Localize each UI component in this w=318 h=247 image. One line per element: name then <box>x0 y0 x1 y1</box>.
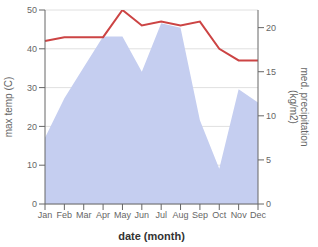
svg-text:50: 50 <box>27 5 37 15</box>
svg-text:date (month): date (month) <box>118 230 185 242</box>
svg-text:med. precipitation(kg/m2): med. precipitation(kg/m2) <box>288 68 310 147</box>
svg-text:5: 5 <box>266 155 271 165</box>
svg-text:Mar: Mar <box>76 210 92 220</box>
svg-text:0: 0 <box>266 199 271 209</box>
svg-text:Oct: Oct <box>212 210 227 220</box>
svg-text:Jul: Jul <box>155 210 167 220</box>
svg-text:Jun: Jun <box>135 210 150 220</box>
svg-text:15: 15 <box>266 67 276 77</box>
svg-text:40: 40 <box>27 44 37 54</box>
svg-text:Sep: Sep <box>192 210 208 220</box>
svg-text:20: 20 <box>27 122 37 132</box>
svg-text:Aug: Aug <box>173 210 189 220</box>
svg-text:Nov: Nov <box>231 210 248 220</box>
svg-text:0: 0 <box>32 199 37 209</box>
svg-text:Jan: Jan <box>38 210 53 220</box>
svg-text:10: 10 <box>27 160 37 170</box>
svg-text:max temp (C): max temp (C) <box>8 77 14 138</box>
svg-text:10: 10 <box>266 111 276 121</box>
svg-text:30: 30 <box>27 83 37 93</box>
svg-text:Apr: Apr <box>96 210 110 220</box>
svg-text:Feb: Feb <box>57 210 73 220</box>
svg-text:May: May <box>114 210 132 220</box>
svg-text:20: 20 <box>266 23 276 33</box>
svg-text:Dec: Dec <box>250 210 267 220</box>
